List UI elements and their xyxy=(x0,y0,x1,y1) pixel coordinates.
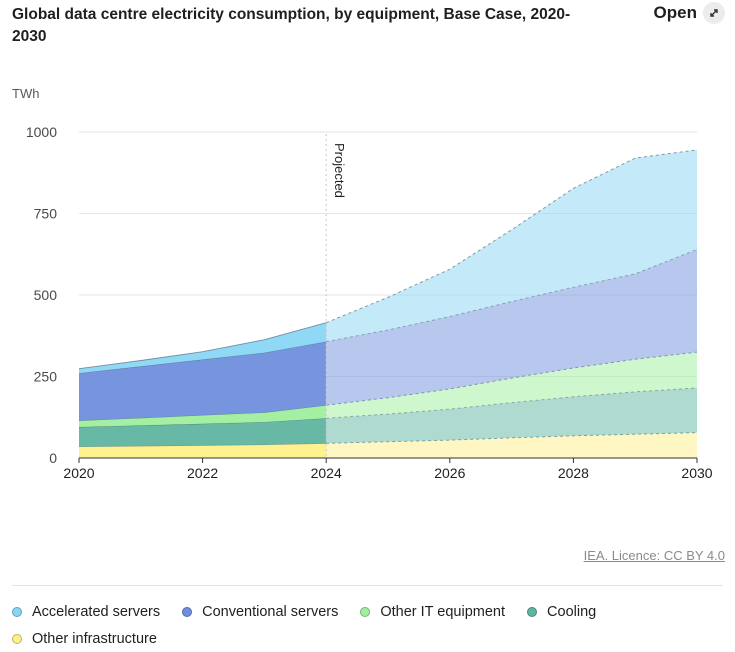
legend-item-conventional-servers[interactable]: Conventional servers xyxy=(182,602,338,621)
x-tick-2022: 2022 xyxy=(187,465,218,481)
y-tick-500: 500 xyxy=(34,287,58,303)
x-tick-2024: 2024 xyxy=(311,465,342,481)
area-other-it-equipment-projected xyxy=(326,352,697,419)
area-cooling-historical xyxy=(79,418,327,447)
x-tick-2028: 2028 xyxy=(558,465,589,481)
y-tick-0: 0 xyxy=(49,450,57,466)
legend: Accelerated servers Conventional servers O… xyxy=(12,602,727,648)
area-conventional-servers-projected xyxy=(326,249,697,406)
area-other-infrastructure-projected xyxy=(326,432,697,458)
line-accelerated-servers-historical xyxy=(78,322,327,370)
legend-dot-cooling xyxy=(527,606,538,617)
legend-label-conventional-servers: Conventional servers xyxy=(202,603,339,620)
x-tick-2030: 2030 xyxy=(681,465,712,481)
legend-item-cooling[interactable]: Cooling xyxy=(527,602,596,621)
x-tick-2020: 2020 xyxy=(63,465,94,481)
area-accelerated-servers-projected xyxy=(326,149,697,342)
legend-dot-accelerated-servers xyxy=(12,606,22,617)
y-tick-250: 250 xyxy=(34,369,58,385)
projected-label: Projected xyxy=(332,143,347,198)
area-other-it-equipment-historical xyxy=(79,405,327,427)
legend-label-accelerated-servers: Accelerated servers xyxy=(32,603,161,620)
y-axis-unit: TWh xyxy=(12,86,39,101)
legend-label-other-infrastructure: Other infrastructure xyxy=(32,630,157,647)
y-tick-1000: 1000 xyxy=(26,124,57,140)
chart-title: Global data centre electricity consumpti… xyxy=(12,6,571,45)
area-conventional-servers-historical xyxy=(79,341,327,421)
expand-icon xyxy=(703,2,725,24)
legend-label-cooling: Cooling xyxy=(547,603,597,620)
legend-item-other-infrastructure[interactable]: Other infrastructure xyxy=(12,629,157,648)
legend-dot-conventional-servers xyxy=(182,606,193,617)
legend-item-accelerated-servers[interactable]: Accelerated servers xyxy=(12,602,160,621)
source-link[interactable]: IEA. Licence: CC BY 4.0 xyxy=(583,548,725,563)
divider xyxy=(12,585,723,586)
y-tick-750: 750 xyxy=(34,206,58,222)
legend-dot-other-infrastructure xyxy=(12,633,22,644)
area-other-infrastructure-historical xyxy=(79,443,327,458)
legend-label-other-it-equipment: Other IT equipment xyxy=(380,603,506,620)
line-accelerated-servers-projected xyxy=(326,149,698,324)
area-cooling-projected xyxy=(326,387,697,444)
open-button[interactable]: Open xyxy=(654,2,725,24)
chart-area: TWh 0 250 500 750 1000 Projected 2020 2022 2024 20… xyxy=(12,86,713,481)
x-tick-2026: 2026 xyxy=(434,465,465,481)
legend-item-other-it-equipment[interactable]: Other IT equipment xyxy=(360,602,505,621)
open-button-label: Open xyxy=(653,3,697,22)
legend-dot-other-it-equipment xyxy=(360,606,371,617)
